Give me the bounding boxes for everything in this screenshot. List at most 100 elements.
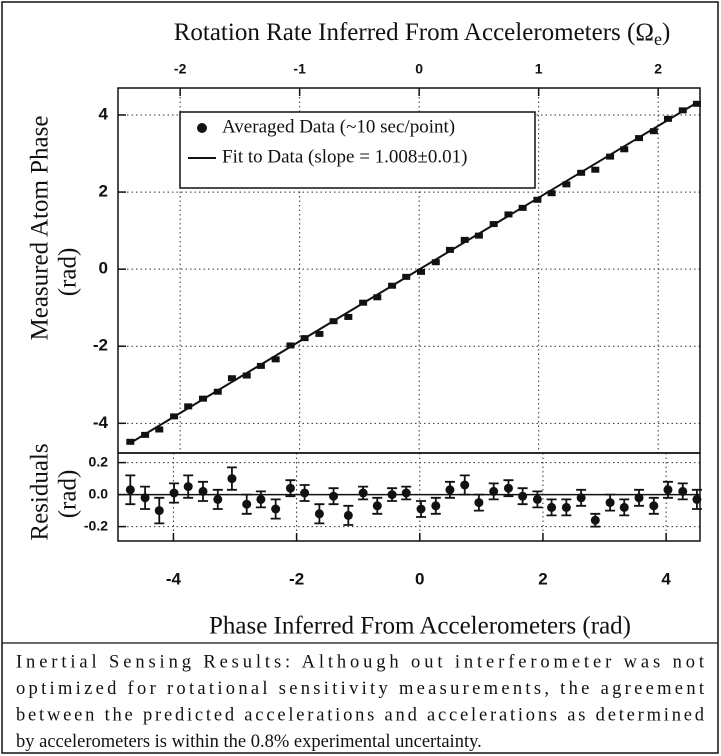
residual-point [271, 504, 281, 514]
top-axis-label-subscript: e [654, 29, 662, 49]
data-point [300, 335, 309, 342]
data-point [620, 146, 629, 153]
data-point [489, 221, 498, 228]
residual-point [547, 502, 557, 512]
residual-point [649, 501, 659, 511]
data-point [606, 153, 615, 160]
residual-point [343, 510, 353, 520]
data-point [373, 294, 382, 301]
residual-point [358, 488, 368, 498]
caption-line: between the predicted accelerations and … [16, 705, 705, 725]
residual-frame [117, 452, 701, 542]
x-tick-label: -2 [289, 569, 304, 588]
data-point [678, 107, 687, 114]
legend-marker [197, 123, 207, 133]
caption: Inertial Sensing Results: Although out i… [16, 652, 705, 752]
residual-point [489, 486, 499, 496]
residual-point [619, 502, 629, 512]
data-point [184, 403, 193, 410]
x-axis-label: Phase Inferred From Accelerometers (rad) [209, 613, 631, 640]
data-point [460, 236, 469, 243]
legend-box [179, 111, 536, 189]
residual-axis-label: Residuals [27, 443, 54, 540]
top-axis-label: Rotation Rate Inferred From Acceleromete… [174, 19, 671, 49]
residual-point [561, 502, 571, 512]
top-tick-label: 0 [415, 61, 423, 77]
legend-label: Averaged Data (~10 sec/point) [222, 116, 455, 137]
caption-line: Inertial Sensing Results: Although out i… [16, 652, 705, 672]
data-point [213, 388, 222, 395]
residual-point [503, 483, 513, 493]
y-tick-label: 4 [99, 104, 109, 123]
residual-point [532, 494, 542, 504]
data-point [227, 375, 236, 382]
data-point [533, 196, 542, 203]
data-point [271, 356, 280, 363]
data-point [344, 313, 353, 320]
data-point [242, 372, 251, 379]
data-point [286, 342, 295, 349]
data-point [591, 166, 600, 173]
data-point [474, 232, 483, 239]
residual-point [576, 493, 586, 503]
fit-line [129, 101, 698, 444]
caption-line: by accelerometers is within the 0.8% exp… [16, 732, 482, 752]
top-tick-label: -2 [174, 61, 187, 77]
data-point [417, 268, 426, 275]
y-tick-label: 2 [99, 182, 108, 201]
residual-point [198, 486, 208, 496]
top-tick-label: 2 [654, 61, 662, 77]
data-point [388, 282, 397, 289]
residual-point [154, 506, 164, 516]
residual-tick-label: 0.0 [89, 485, 109, 501]
residual-point [372, 501, 382, 511]
data-point [198, 395, 207, 402]
residual-point [692, 494, 702, 504]
data-point [692, 100, 701, 107]
residual-point [445, 485, 455, 495]
residual-axis-label-unit: (rad) [55, 470, 82, 519]
residual-point [590, 515, 600, 525]
y-tick-label: 0 [99, 259, 108, 278]
residual-point [431, 501, 441, 511]
residual-point [169, 488, 179, 498]
data-point [329, 318, 338, 325]
data-point [141, 431, 150, 438]
data-point [315, 330, 324, 337]
data-point [518, 204, 527, 211]
x-tick-label: 2 [538, 569, 547, 588]
y-tick-label: -4 [93, 413, 109, 432]
residual-point [416, 504, 426, 514]
residual-point [329, 491, 339, 501]
top-axis-label-suffix: ) [662, 19, 670, 46]
residual-point [285, 483, 295, 493]
top-axis-label-text: Rotation Rate Inferred From Acceleromete… [174, 19, 654, 46]
data-point [547, 190, 556, 197]
data-point [649, 128, 658, 135]
data-point [256, 362, 265, 369]
data-point [431, 259, 440, 266]
residual-point [314, 509, 324, 519]
residual-tick-label: 0.2 [89, 453, 109, 469]
x-tick-label: -4 [166, 569, 182, 588]
residual-tick-label: -0.2 [84, 517, 108, 533]
data-point [635, 135, 644, 142]
data-point [170, 413, 179, 420]
residual-point [213, 494, 223, 504]
top-tick-label: -1 [293, 61, 306, 77]
residual-point [242, 499, 252, 509]
data-point [402, 273, 411, 280]
residual-point [125, 485, 135, 495]
top-tick-label: 1 [535, 61, 543, 77]
y-axis-label-unit: (rad) [55, 248, 82, 297]
data-point [155, 426, 164, 433]
x-tick-label: 0 [415, 569, 424, 588]
residual-point [518, 491, 528, 501]
residual-point [474, 498, 484, 508]
residual-point [387, 490, 397, 500]
x-tick-label: 4 [661, 569, 671, 588]
residual-point [300, 488, 310, 498]
residual-point [401, 488, 411, 498]
data-point [663, 115, 672, 122]
